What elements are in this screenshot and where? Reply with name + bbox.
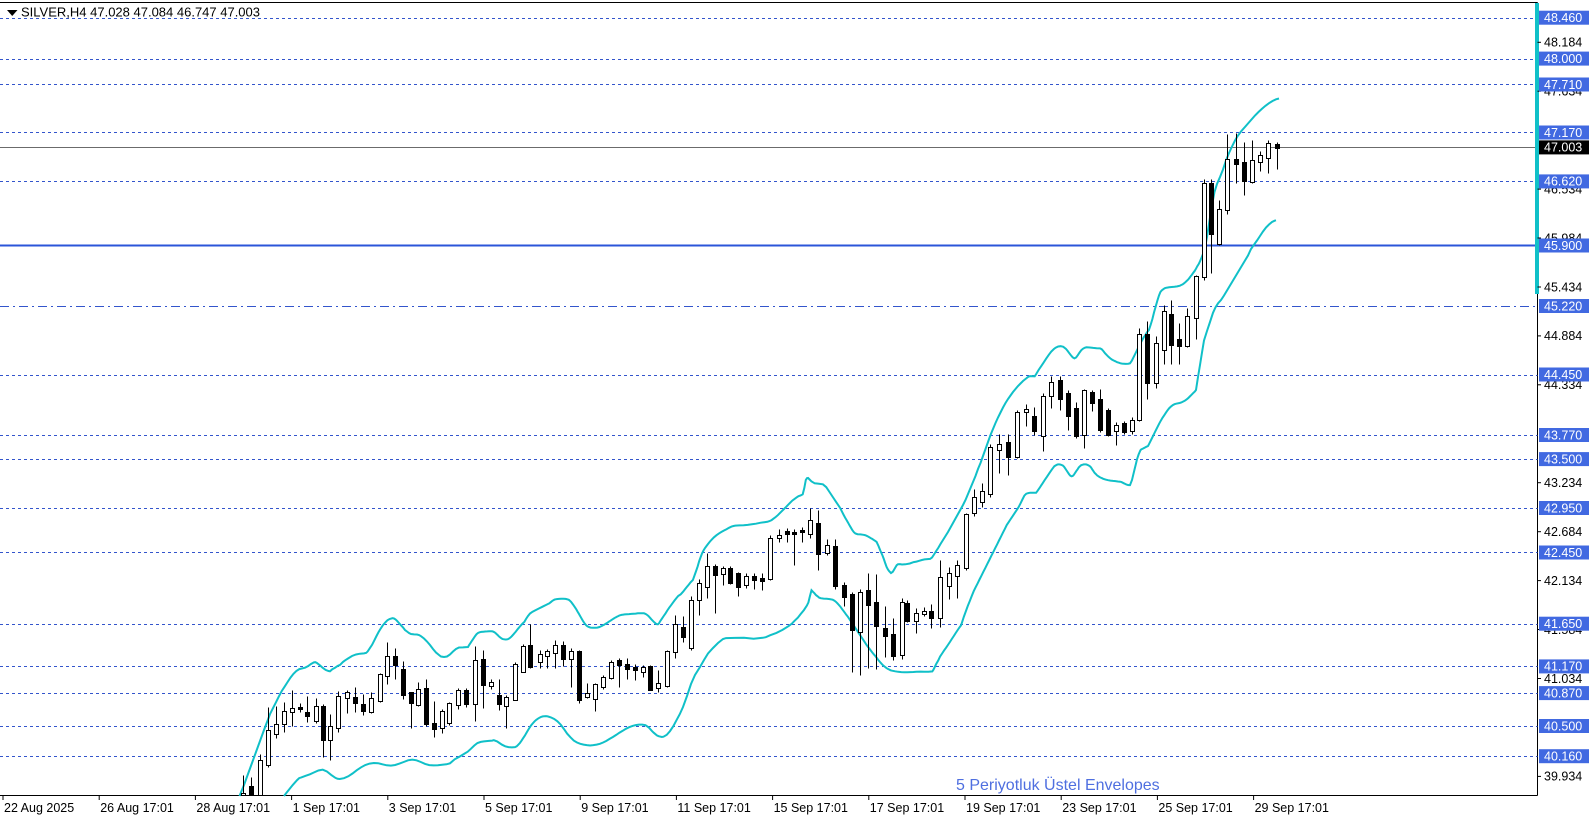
svg-text:45.900: 45.900 xyxy=(1544,239,1582,253)
svg-text:9 Sep 17:01: 9 Sep 17:01 xyxy=(581,801,648,815)
svg-text:41.650: 41.650 xyxy=(1544,617,1582,631)
svg-text:48.000: 48.000 xyxy=(1544,52,1582,66)
svg-text:43.770: 43.770 xyxy=(1544,428,1582,442)
svg-text:22 Aug 2025: 22 Aug 2025 xyxy=(4,801,74,815)
svg-text:42.684: 42.684 xyxy=(1544,525,1582,539)
svg-text:15 Sep 17:01: 15 Sep 17:01 xyxy=(774,801,848,815)
svg-text:5 Periyotluk Üstel Envelopes: 5 Periyotluk Üstel Envelopes xyxy=(956,776,1160,794)
svg-text:45.434: 45.434 xyxy=(1544,280,1582,294)
svg-text:3 Sep 17:01: 3 Sep 17:01 xyxy=(389,801,456,815)
svg-text:28 Aug 17:01: 28 Aug 17:01 xyxy=(196,801,270,815)
svg-text:SILVER,H4 47.028 47.084 46.74: SILVER,H4 47.028 47.084 46.747 47.003 xyxy=(21,5,260,20)
svg-text:47.170: 47.170 xyxy=(1544,126,1582,140)
svg-text:23 Sep 17:01: 23 Sep 17:01 xyxy=(1062,801,1136,815)
svg-text:39.934: 39.934 xyxy=(1544,770,1582,784)
svg-text:42.450: 42.450 xyxy=(1544,546,1582,560)
svg-text:44.450: 44.450 xyxy=(1544,368,1582,382)
svg-text:29 Sep 17:01: 29 Sep 17:01 xyxy=(1255,801,1329,815)
svg-text:17 Sep 17:01: 17 Sep 17:01 xyxy=(870,801,944,815)
svg-text:11 Sep 17:01: 11 Sep 17:01 xyxy=(677,801,750,815)
svg-text:41.170: 41.170 xyxy=(1544,660,1582,674)
svg-text:44.334: 44.334 xyxy=(1544,378,1582,392)
svg-text:42.134: 42.134 xyxy=(1544,574,1582,588)
svg-text:26 Aug 17:01: 26 Aug 17:01 xyxy=(100,801,174,815)
svg-text:41.034: 41.034 xyxy=(1544,672,1582,686)
svg-text:46.620: 46.620 xyxy=(1544,175,1582,189)
svg-text:40.870: 40.870 xyxy=(1544,686,1582,700)
svg-text:47.003: 47.003 xyxy=(1544,141,1582,155)
svg-text:5 Sep 17:01: 5 Sep 17:01 xyxy=(485,801,552,815)
svg-text:40.500: 40.500 xyxy=(1544,719,1582,733)
svg-text:48.460: 48.460 xyxy=(1544,11,1582,25)
svg-text:48.184: 48.184 xyxy=(1544,36,1582,50)
svg-text:1 Sep 17:01: 1 Sep 17:01 xyxy=(293,801,360,815)
svg-text:40.160: 40.160 xyxy=(1544,750,1582,764)
svg-text:43.500: 43.500 xyxy=(1544,452,1582,466)
svg-text:25 Sep 17:01: 25 Sep 17:01 xyxy=(1158,801,1232,815)
svg-text:43.234: 43.234 xyxy=(1544,476,1582,490)
svg-text:42.950: 42.950 xyxy=(1544,501,1582,515)
svg-text:19 Sep 17:01: 19 Sep 17:01 xyxy=(966,801,1040,815)
svg-text:44.884: 44.884 xyxy=(1544,329,1582,343)
svg-text:45.220: 45.220 xyxy=(1544,299,1582,313)
svg-text:47.710: 47.710 xyxy=(1544,78,1582,92)
